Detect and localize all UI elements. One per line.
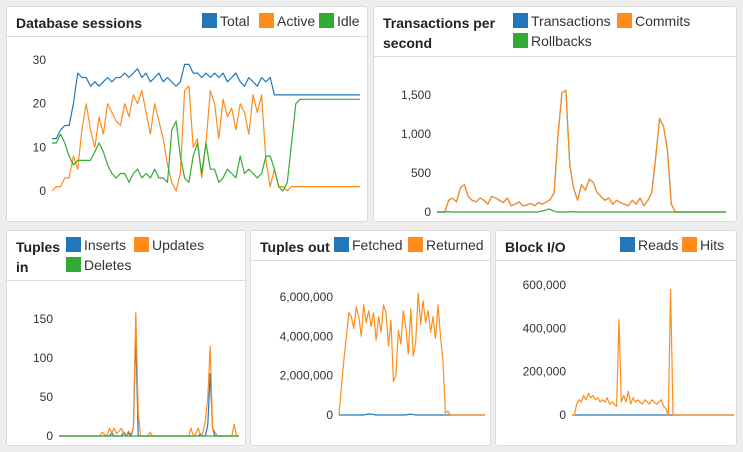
- y-tick-label: 500: [411, 166, 431, 180]
- legend-label: Rollbacks: [531, 33, 592, 49]
- panel-header: Database sessions Total Active Idle: [7, 7, 367, 37]
- series-line-returned: [338, 292, 485, 416]
- legend-label: Deletes: [84, 257, 132, 273]
- legend-active[interactable]: Active: [259, 11, 315, 31]
- chart-tuples-out: 0 2,000,000 4,000,000 6,000,000: [280, 290, 485, 422]
- legend-deletes[interactable]: Deletes: [66, 255, 131, 275]
- legend-idle[interactable]: Idle: [319, 11, 360, 31]
- legend-label: Reads: [638, 237, 679, 253]
- chart-transactions-per-second: 0 500 1,000 1,500: [401, 88, 726, 219]
- panel-title: Block I/O: [505, 239, 566, 255]
- legend-swatch-orange: [134, 237, 149, 252]
- legend-swatch-orange: [408, 237, 423, 252]
- legend-label: Total: [220, 13, 250, 29]
- legend-reads[interactable]: Reads: [620, 235, 678, 255]
- legend-label: Idle: [337, 13, 360, 29]
- panel-header: Tuples in Inserts Updates Deletes: [7, 231, 245, 281]
- y-tick-label: 0: [559, 408, 566, 422]
- panel-title: Tuples in: [16, 239, 61, 275]
- legend-total[interactable]: Total: [202, 11, 250, 31]
- series-line-rollbacks: [437, 208, 726, 213]
- legend-label: Updates: [152, 237, 205, 253]
- series-line-total: [52, 63, 360, 140]
- legend-label: Fetched: [352, 237, 403, 253]
- y-tick-label: 150: [33, 312, 53, 326]
- legend-swatch-green: [319, 13, 334, 28]
- y-tick-label: 0: [326, 408, 333, 422]
- y-tick-label: 0: [424, 205, 431, 219]
- y-tick-label: 200,000: [523, 365, 567, 379]
- legend-rollbacks[interactable]: Rollbacks: [513, 31, 592, 51]
- legend-label: Hits: [700, 237, 725, 253]
- legend-returned[interactable]: Returned: [408, 235, 484, 255]
- legend-fetched[interactable]: Fetched: [334, 235, 403, 255]
- series-line-commits: [437, 89, 726, 213]
- legend-updates[interactable]: Updates: [134, 235, 204, 255]
- y-tick-label: 100: [33, 351, 53, 365]
- legend-swatch-blue: [202, 13, 217, 28]
- panel-tuples-in: Tuples in Inserts Updates Deletes 0 50 100…: [6, 230, 246, 446]
- series-line-transactions: [437, 89, 726, 213]
- legend-label: Active: [277, 13, 316, 29]
- legend-swatch-blue: [334, 237, 349, 252]
- panel-transactions: Transactions per second Transactions Com…: [373, 6, 737, 222]
- legend-swatch-orange: [259, 13, 274, 28]
- legend-hits[interactable]: Hits: [682, 235, 724, 255]
- legend-swatch-blue: [513, 13, 528, 28]
- y-tick-label: 30: [33, 53, 47, 67]
- panel-title: Database sessions: [16, 15, 143, 31]
- panel-database-sessions: Database sessions Total Active Idle 0 10 2…: [6, 6, 368, 222]
- legend-inserts[interactable]: Inserts: [66, 235, 126, 255]
- legend-swatch-orange: [682, 237, 697, 252]
- y-tick-label: 400,000: [523, 321, 567, 335]
- legend-commits[interactable]: Commits: [617, 11, 690, 31]
- legend-swatch-green: [513, 33, 528, 48]
- y-tick-label: 600,000: [523, 278, 567, 292]
- y-tick-label: 2,000,000: [280, 369, 334, 383]
- legend-swatch-orange: [617, 13, 632, 28]
- legend-transactions[interactable]: Transactions: [513, 11, 611, 31]
- panel-header: Block I/O Reads Hits: [496, 231, 736, 261]
- legend-swatch-green: [66, 257, 81, 272]
- y-tick-label: 0: [39, 184, 46, 198]
- chart-database-sessions: 0 10 20 30: [33, 53, 360, 198]
- y-tick-label: 50: [40, 390, 54, 404]
- y-tick-label: 10: [33, 140, 47, 154]
- y-tick-label: 20: [33, 97, 47, 111]
- y-tick-label: 1,500: [401, 88, 431, 102]
- series-line-updates: [59, 312, 239, 437]
- y-tick-label: 4,000,000: [280, 329, 334, 343]
- legend-label: Commits: [635, 13, 691, 29]
- panel-header: Tuples out Fetched Returned: [251, 231, 490, 261]
- legend-label: Transactions: [531, 13, 611, 29]
- legend-swatch-blue: [66, 237, 81, 252]
- legend-swatch-blue: [620, 237, 635, 252]
- y-tick-label: 6,000,000: [280, 290, 334, 304]
- panel-tuples-out: Tuples out Fetched Returned 0 2,000,000 4,…: [250, 230, 491, 446]
- legend-label: Returned: [426, 237, 484, 253]
- chart-block-io: 0 200,000 400,000 600,000: [523, 278, 734, 422]
- panel-header: Transactions per second Transactions Com…: [374, 7, 736, 57]
- y-tick-label: 1,000: [401, 127, 431, 141]
- chart-tuples-in: 0 50 100 150: [33, 312, 239, 443]
- legend-label: Inserts: [84, 237, 127, 253]
- panel-title: Tuples out: [260, 239, 330, 255]
- y-tick-label: 0: [46, 429, 53, 443]
- series-line-active: [51, 85, 360, 192]
- series-line-hits: [572, 288, 734, 416]
- panel-title: Transactions per second: [383, 15, 496, 51]
- panel-block-io: Block I/O Reads Hits 0 200,000 400,000 600,…: [495, 230, 737, 446]
- series-line-idle: [52, 98, 360, 192]
